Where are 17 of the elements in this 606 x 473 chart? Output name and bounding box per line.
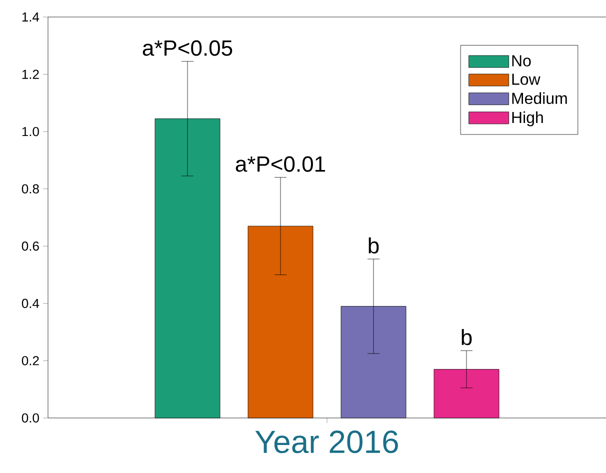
y-tick-label: 1.4 (22, 12, 40, 22)
annotation: a*P<0.05 (142, 40, 232, 56)
y-tick-label: 0.8 (22, 184, 39, 194)
legend-label: Medium (512, 92, 567, 104)
annotation: b (368, 237, 379, 254)
annotation: b (462, 328, 472, 346)
y-tick-label: 0.4 (22, 298, 40, 308)
y-tick-label: 1.2 (22, 70, 39, 79)
annotation: a*P<0.01 (236, 156, 325, 172)
legend-label: No (512, 55, 531, 66)
x-tick-label: Year 2016 (255, 430, 398, 454)
y-tick-label: 0.2 (22, 356, 39, 366)
legend-label: Low (512, 74, 540, 85)
y-tick-label: 1.0 (22, 126, 39, 136)
y-tick-label: 0.0 (22, 413, 39, 423)
y-tick-label: 0.6 (22, 242, 39, 251)
legend-label: High (512, 111, 543, 126)
